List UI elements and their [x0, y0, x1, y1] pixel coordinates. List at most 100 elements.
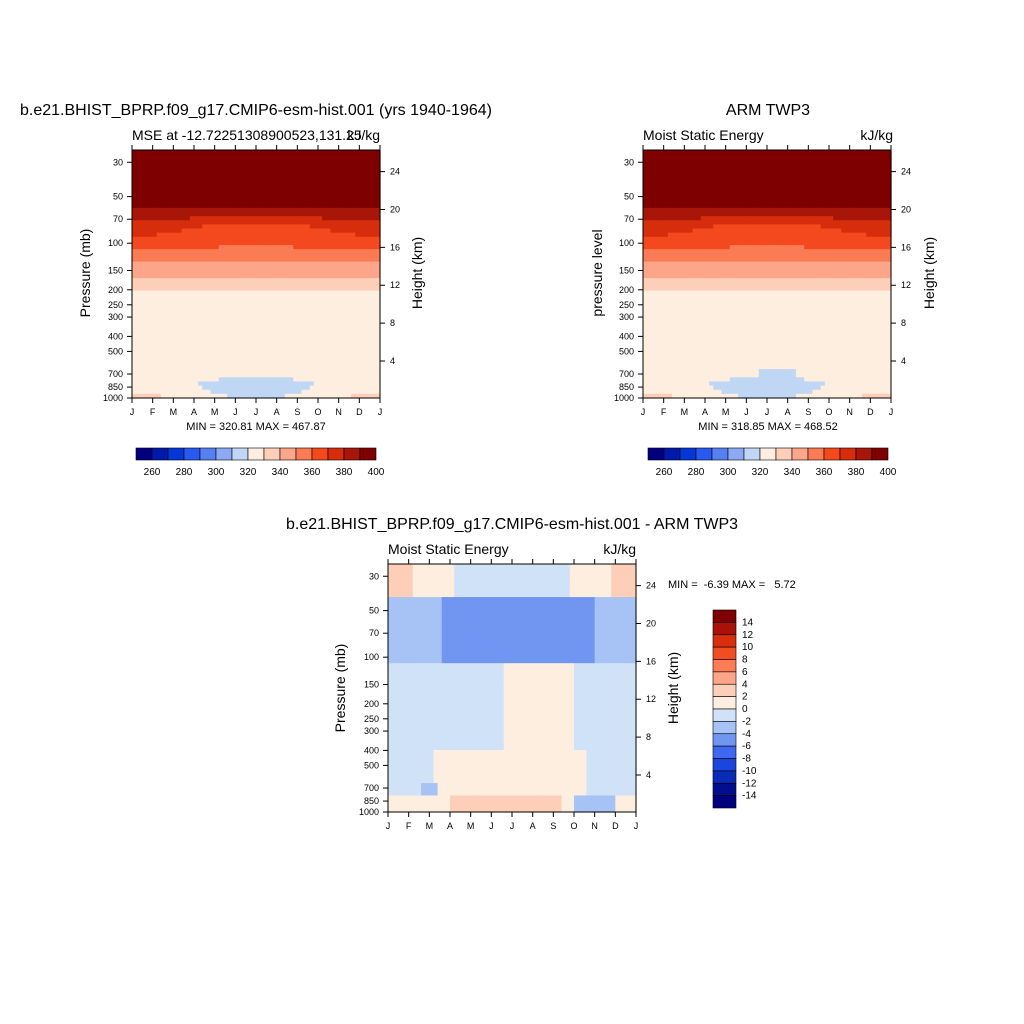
- contour-cell: [280, 278, 286, 283]
- contour-cell: [293, 294, 298, 300]
- contour-cell: [667, 187, 673, 192]
- contour-cell: [264, 294, 269, 300]
- contour-cell: [140, 340, 145, 345]
- contour-cell: [231, 199, 236, 205]
- contour-cell: [239, 178, 245, 184]
- contour-cell: [313, 344, 319, 349]
- contour-cell: [371, 195, 377, 201]
- contour-cell: [837, 178, 842, 184]
- contour-cell: [330, 323, 336, 329]
- contour-cell: [214, 249, 220, 254]
- contour-cell: [322, 249, 327, 254]
- contour-cell: [144, 369, 150, 374]
- contour-cell: [140, 344, 145, 349]
- contour-cell: [746, 203, 752, 209]
- contour-cell: [342, 257, 348, 263]
- contour-cell: [177, 369, 183, 374]
- contour-cell: [334, 393, 340, 399]
- contour-cell: [289, 327, 294, 333]
- contour-cell: [284, 265, 290, 271]
- contour-cell: [322, 274, 327, 279]
- contour-cell: [862, 220, 867, 225]
- contour-cell: [227, 249, 232, 254]
- contour-cell: [371, 294, 377, 300]
- contour-cell: [787, 203, 793, 209]
- contour-cell: [181, 253, 187, 259]
- contour-cell: [181, 236, 187, 242]
- contour-cell: [218, 352, 224, 358]
- contour-cell: [301, 331, 307, 337]
- contour-cell: [857, 162, 863, 168]
- contour-cell: [177, 344, 183, 349]
- contour-cell: [132, 373, 137, 378]
- contour-cell: [857, 174, 863, 180]
- contour-cell: [833, 228, 838, 234]
- contour-cell: [206, 344, 212, 349]
- contour-cell: [676, 162, 681, 168]
- contour-cell: [181, 183, 187, 188]
- contour-cell: [338, 282, 344, 287]
- contour-cell: [260, 323, 265, 329]
- contour-cell: [849, 191, 855, 197]
- contour-cell: [276, 183, 282, 188]
- contour-cell: [371, 290, 377, 296]
- contour-cell: [375, 240, 381, 246]
- contour-cell: [136, 393, 141, 399]
- contour-cell: [305, 253, 311, 259]
- contour-cell: [663, 220, 669, 225]
- contour-cell: [239, 290, 245, 296]
- contour-cell: [322, 294, 327, 300]
- contour-cell: [284, 336, 290, 341]
- contour-cell: [342, 381, 348, 387]
- contour-cell: [322, 236, 327, 242]
- contour-cell: [152, 389, 158, 395]
- contour-cell: [152, 282, 158, 287]
- contour-cell: [655, 220, 661, 225]
- contour-cell: [222, 360, 228, 366]
- contour-cell: [165, 265, 170, 271]
- contour-cell: [318, 385, 323, 391]
- contour-cell: [177, 307, 183, 312]
- contour-cell: [152, 294, 158, 300]
- contour-cell: [247, 377, 253, 383]
- contour-cell: [132, 220, 137, 225]
- contour-cell: [330, 232, 336, 238]
- contour-cell: [152, 298, 158, 304]
- contour-cell: [235, 253, 241, 259]
- contour-cell: [334, 360, 340, 366]
- contour-cell: [218, 162, 224, 168]
- contour-cell: [247, 298, 253, 304]
- contour-cell: [371, 170, 377, 176]
- contour-cell: [700, 232, 706, 238]
- contour-cell: [251, 216, 257, 221]
- contour-cell: [738, 174, 743, 180]
- contour-cell: [733, 187, 739, 192]
- contour-cell: [313, 348, 319, 354]
- contour-cell: [363, 274, 369, 279]
- contour-cell: [202, 323, 207, 329]
- contour-cell: [218, 207, 224, 213]
- contour-cell: [845, 174, 851, 180]
- contour-cell: [177, 183, 183, 188]
- contour-cell: [243, 253, 249, 259]
- contour-cell: [198, 240, 203, 246]
- contour-cell: [243, 261, 249, 267]
- contour-cell: [132, 228, 137, 234]
- contour-cell: [297, 187, 303, 192]
- contour-cell: [725, 220, 731, 225]
- contour-cell: [363, 348, 369, 354]
- contour-cell: [256, 364, 261, 370]
- contour-cell: [185, 162, 191, 168]
- contour-cell: [771, 178, 776, 184]
- contour-cell: [251, 150, 257, 155]
- contour-cell: [754, 178, 760, 184]
- contour-cell: [771, 174, 776, 180]
- contour-cell: [301, 364, 307, 370]
- contour-cell: [256, 154, 261, 159]
- contour-cell: [857, 216, 863, 221]
- contour-cell: [152, 183, 158, 188]
- contour-cell: [738, 158, 743, 163]
- contour-cell: [218, 311, 224, 316]
- contour-cell: [152, 331, 158, 337]
- contour-cell: [177, 187, 183, 192]
